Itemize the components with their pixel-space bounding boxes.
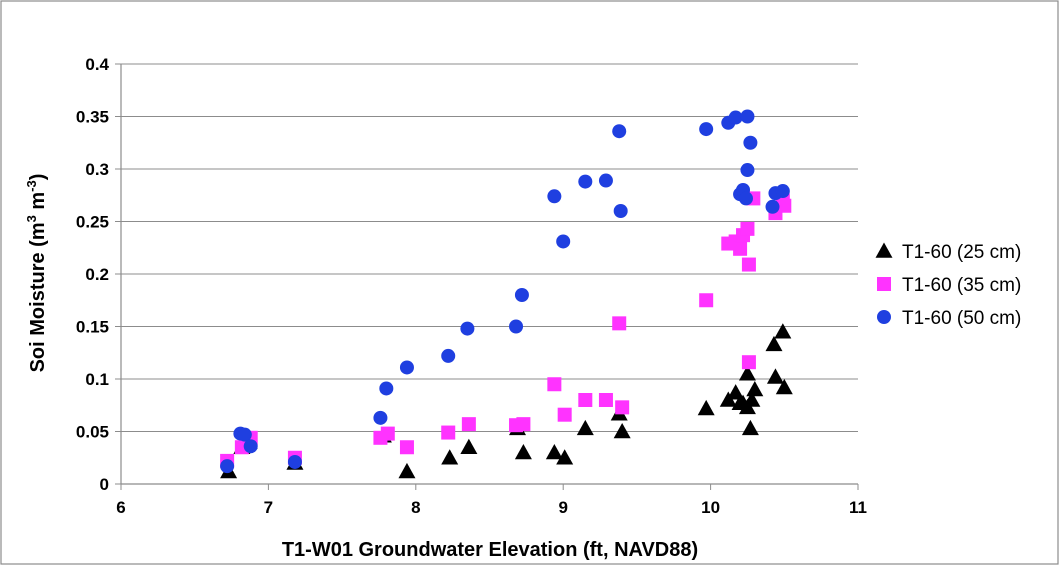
x-tick-label: 11 (849, 498, 867, 517)
data-point-circle (728, 110, 743, 125)
data-point-triangle (441, 449, 459, 465)
data-point-triangle (775, 378, 793, 395)
data-point-circle (509, 319, 524, 334)
data-point-square (699, 293, 714, 308)
data-point-circle (738, 191, 753, 206)
data-point-circle (399, 360, 414, 375)
x-axis-title: T1-W01 Groundwater Elevation (ft, NAVD88… (282, 539, 698, 561)
legend-marker-square (877, 277, 891, 291)
data-point-circle (765, 199, 780, 214)
data-point-circle (556, 234, 571, 249)
y-tick-label: 0.4 (85, 55, 109, 74)
data-point-triangle (741, 419, 759, 436)
data-point-circle (220, 459, 235, 474)
data-point-square (615, 400, 630, 415)
y-axis-title-mid: m (27, 192, 49, 215)
y-tick-label: 0.05 (76, 423, 109, 442)
data-point-square (461, 417, 476, 432)
x-tick-label: 10 (701, 498, 720, 517)
data-point-circle (743, 135, 758, 150)
y-axis-title-end: ) (27, 174, 49, 181)
x-tick-label: 6 (116, 498, 125, 517)
legend-marker-circle (877, 310, 891, 324)
y-axis-title-sup2: -3 (24, 180, 39, 192)
data-point-circle (237, 427, 252, 442)
y-tick-labels: 0 0.05 0.1 0.15 0.2 0.25 0.3 0.35 0.4 (76, 55, 110, 494)
data-point-circle (598, 173, 613, 188)
y-tick-label: 0.15 (76, 318, 109, 337)
data-point-triangle (738, 365, 756, 381)
data-point-circle (578, 174, 593, 189)
legend-marker-triangle (875, 242, 893, 258)
data-point-circle (613, 204, 628, 218)
data-point-square (733, 241, 748, 256)
legend-label: T1-60 (50 cm) (902, 308, 1021, 329)
data-point-square (380, 426, 395, 441)
data-point-circle (441, 348, 456, 363)
x-tick-label: 8 (411, 498, 420, 517)
data-point-circle (740, 163, 755, 178)
data-point-triangle (576, 419, 594, 436)
legend-label: T1-60 (25 cm) (902, 242, 1021, 263)
y-tick-label: 0.35 (76, 108, 109, 127)
legend-label: T1-60 (35 cm) (902, 275, 1021, 296)
y-axis-title: Soi Moisture (m3 m-3) (24, 174, 49, 373)
data-point-square (741, 355, 756, 370)
data-point-triangle (460, 438, 478, 455)
data-point-circle (287, 454, 302, 469)
data-point-circle (373, 410, 388, 425)
x-tick-label: 7 (264, 498, 273, 517)
data-point-square (578, 393, 593, 407)
data-point-square (547, 377, 562, 392)
data-point-circle (740, 109, 755, 124)
data-point-triangle (746, 381, 764, 397)
y-tick-label: 0.2 (85, 265, 109, 284)
data-point-square (740, 221, 755, 236)
y-tick-label: 0.1 (85, 370, 109, 389)
data-point-square (441, 425, 456, 440)
y-tick-label: 0.25 (76, 213, 109, 232)
data-point-triangle (556, 449, 574, 465)
series-circle (220, 109, 790, 474)
data-point-circle (460, 321, 475, 336)
data-point-triangle (613, 423, 631, 439)
data-point-triangle (766, 368, 784, 384)
data-point-triangle (398, 462, 416, 479)
data-point-triangle (545, 444, 563, 460)
data-point-triangle (514, 444, 532, 460)
data-point-square (741, 257, 756, 272)
data-point-circle (775, 184, 790, 199)
x-tick-label: 9 (558, 498, 567, 517)
data-point-triangle (697, 399, 715, 416)
legend: T1-60 (25 cm) T1-60 (35 cm) T1-60 (50 cm) (875, 242, 1021, 329)
data-point-circle (699, 122, 714, 137)
data-points (220, 109, 793, 479)
data-point-triangle (743, 391, 761, 407)
data-point-square (557, 407, 572, 422)
data-point-square (612, 316, 627, 331)
y-axis-title-sup1: 3 (24, 215, 39, 222)
data-point-square (516, 417, 531, 432)
axes (120, 64, 859, 490)
data-point-square (777, 198, 792, 213)
data-point-circle (379, 381, 394, 396)
data-point-square (598, 393, 613, 407)
data-point-circle (514, 288, 529, 302)
data-point-circle (243, 439, 258, 454)
data-point-square (399, 440, 414, 455)
y-axis-title-main: Soi Moisture (m (27, 222, 49, 372)
data-point-triangle (765, 335, 783, 352)
data-point-circle (547, 189, 562, 204)
data-point-circle (612, 124, 627, 139)
data-point-triangle (774, 323, 792, 339)
y-tick-label: 0.3 (85, 160, 109, 179)
x-tick-labels: 6 7 8 9 10 11 (116, 498, 867, 517)
y-tick-label: 0 (100, 475, 109, 494)
